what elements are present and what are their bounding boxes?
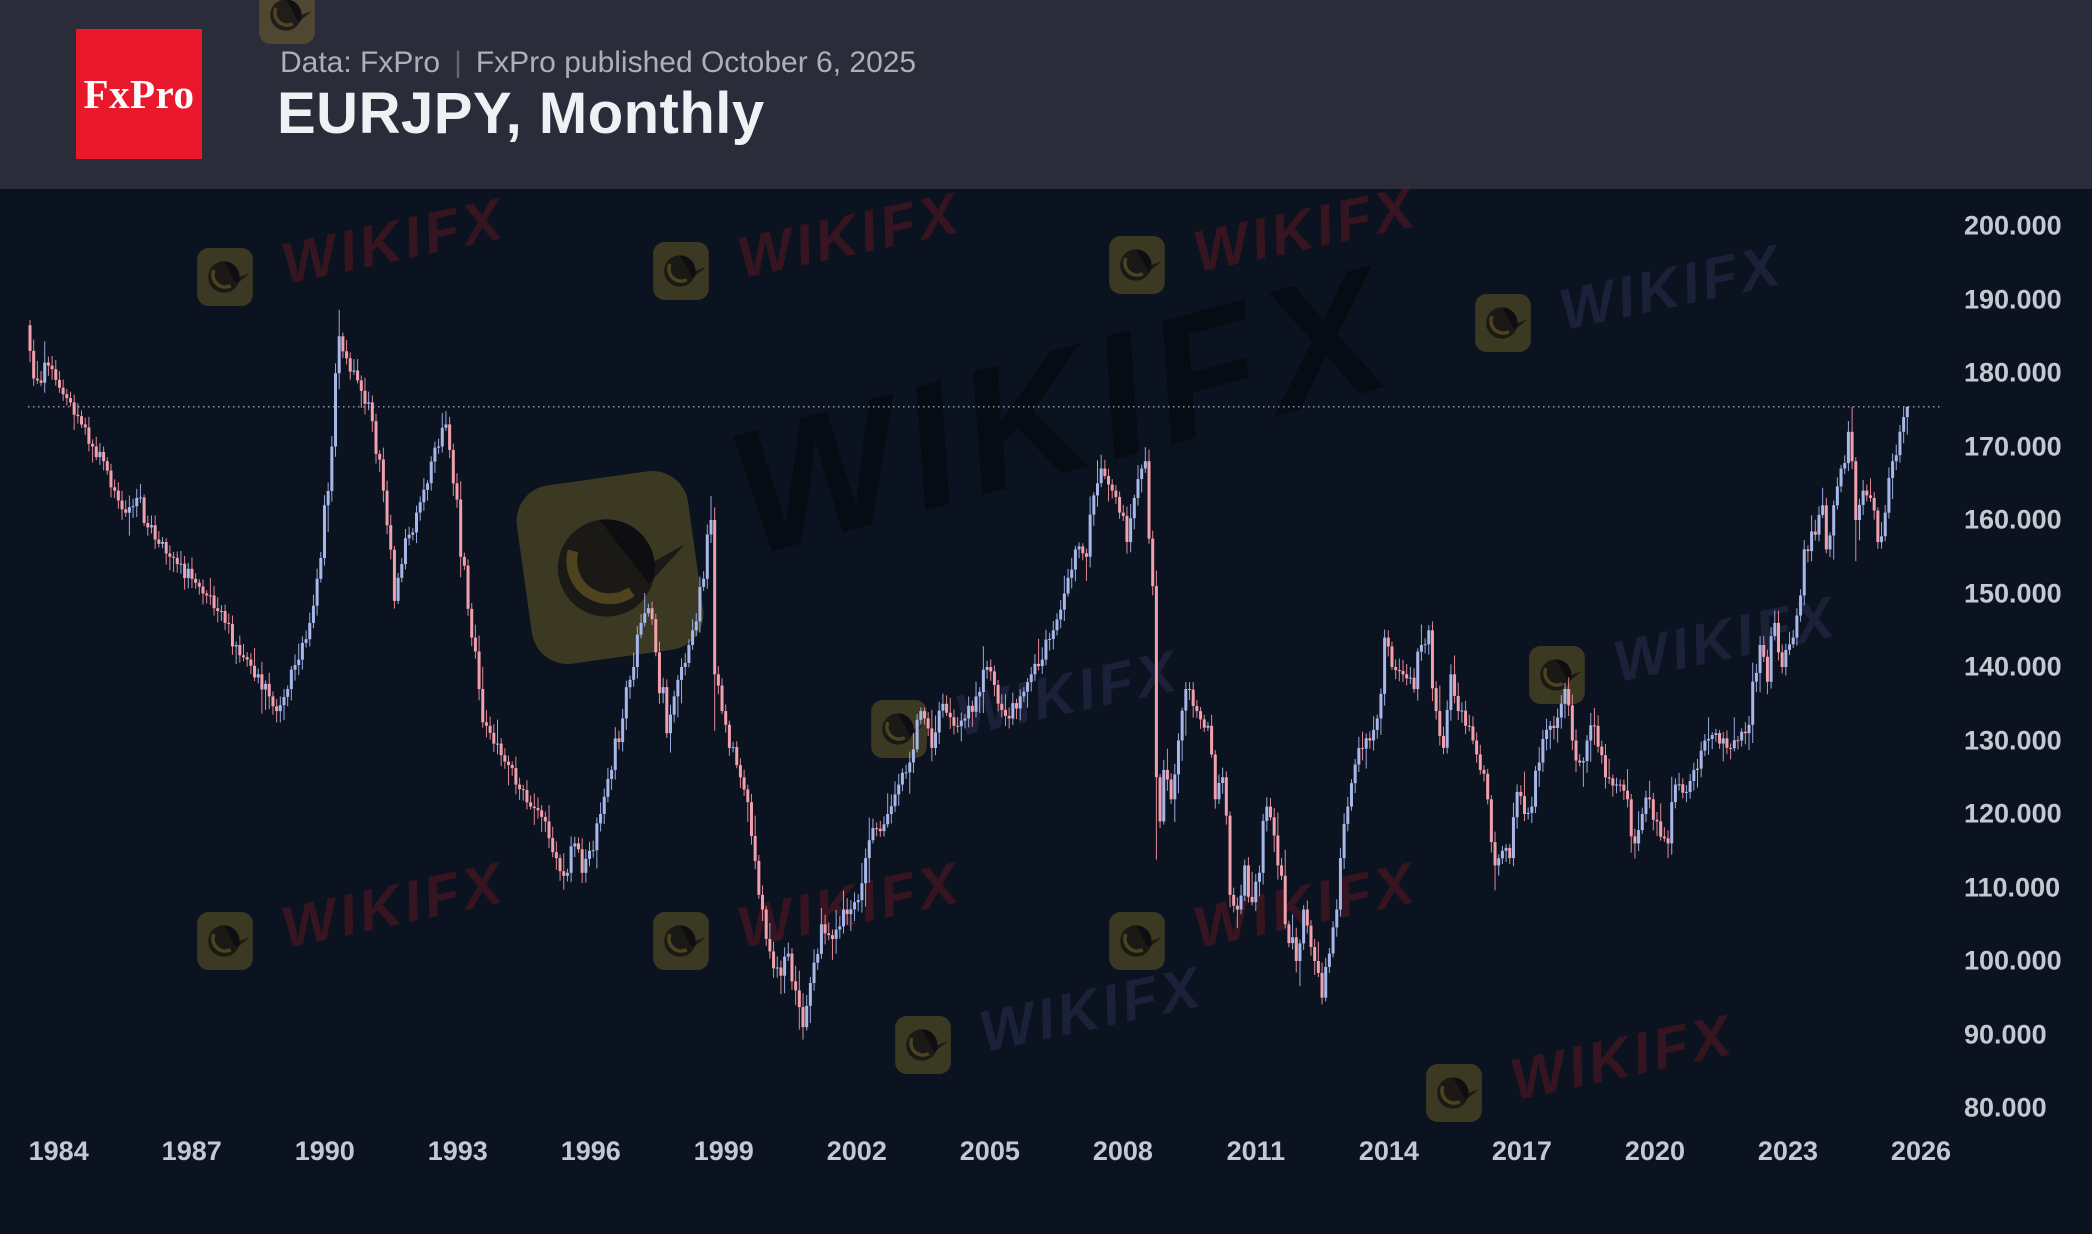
page-title: EURJPY, Monthly xyxy=(277,81,765,146)
header-bar xyxy=(0,0,2092,189)
fxpro-logo: FxPro xyxy=(76,29,202,159)
separator: | xyxy=(454,46,462,79)
chart-source-line: Data: FxPro | FxPro published October 6, 2… xyxy=(280,46,916,80)
data-source-label: Data: FxPro xyxy=(280,46,441,79)
published-label: FxPro published October 6, 2025 xyxy=(475,46,917,79)
fxpro-logo-text: FxPro xyxy=(83,71,195,117)
